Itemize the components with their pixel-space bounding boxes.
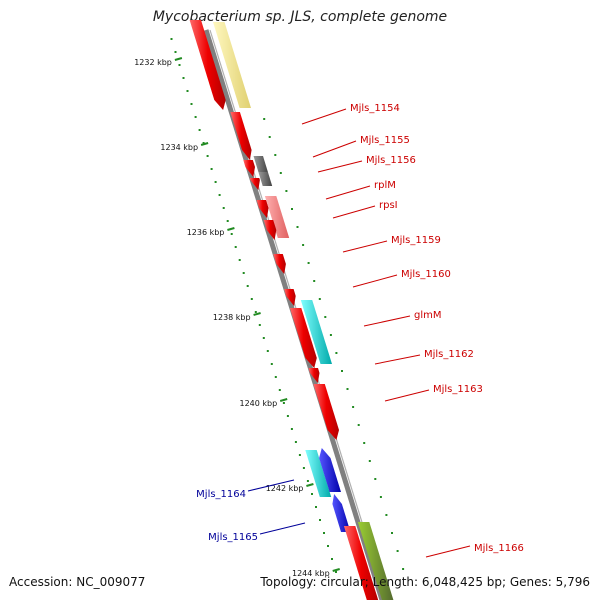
gene-feature: [300, 300, 332, 364]
gene-label: glmM: [414, 310, 442, 321]
gene-feature: [264, 196, 290, 238]
gene-feature: [230, 112, 252, 160]
gene-feature: [319, 448, 341, 492]
gene-label: Mjls_1162: [424, 349, 474, 360]
gene-feature: [213, 22, 251, 108]
gene-feature: [357, 522, 394, 600]
gene-feature: [243, 160, 255, 177]
gene-feature: [289, 308, 317, 368]
gene-feature: [249, 178, 260, 190]
kbp-tick-labels: 1232 kbp 1234 kbp 1236 kbp 1238 kbp 1240 kbp…: [134, 57, 340, 578]
gene-features: [189, 20, 394, 600]
gene-feature: [308, 368, 320, 383]
gene-label: Mjls_1160: [401, 269, 451, 280]
gene-label: Mjls_1156: [366, 155, 416, 166]
gene-feature: [313, 384, 339, 440]
kbp-label: 1244 kbp: [292, 569, 330, 578]
gene-label: Mjls_1154: [350, 103, 400, 114]
gene-feature: [189, 20, 226, 110]
gene-feature: [253, 156, 268, 172]
gene-label: Mjls_1159: [391, 235, 441, 246]
gene-label: rplM: [374, 180, 396, 191]
gene-labels: Mjls_1154 Mjls_1155 Mjls_1156 rplM rpsI Mjls_…: [196, 103, 524, 558]
gene-feature: [256, 200, 269, 218]
accession-text: Accession: NC_009077: [9, 575, 146, 589]
kbp-label: 1242 kbp: [266, 484, 304, 493]
gene-label: Mjls_1164: [196, 489, 246, 500]
kbp-label: 1232 kbp: [134, 58, 172, 67]
kbp-label: 1234 kbp: [160, 143, 198, 152]
gene-label: Mjls_1165: [208, 532, 258, 543]
gene-feature: [263, 220, 277, 240]
gene-label: Mjls_1155: [360, 135, 410, 146]
gene-label: rpsI: [379, 200, 398, 211]
kbp-label: 1238 kbp: [213, 313, 251, 322]
gene-label: Mjls_1166: [474, 543, 524, 554]
gene-feature: [332, 494, 351, 532]
map-title: Mycobacterium sp. JLS, complete genome: [152, 9, 448, 25]
gene-feature: [258, 172, 273, 186]
gene-feature: [343, 526, 379, 600]
gene-feature: [284, 289, 296, 306]
kbp-label: 1240 kbp: [239, 399, 277, 408]
gc-dotted-track: [170, 38, 405, 573]
kbp-label: 1236 kbp: [187, 228, 225, 237]
gene-label: Mjls_1163: [433, 384, 483, 395]
gene-feature: [305, 450, 332, 497]
gene-feature: [273, 254, 286, 274]
genome-summary-text: Topology: circular; Length: 6,048,425 bp…: [260, 575, 590, 589]
